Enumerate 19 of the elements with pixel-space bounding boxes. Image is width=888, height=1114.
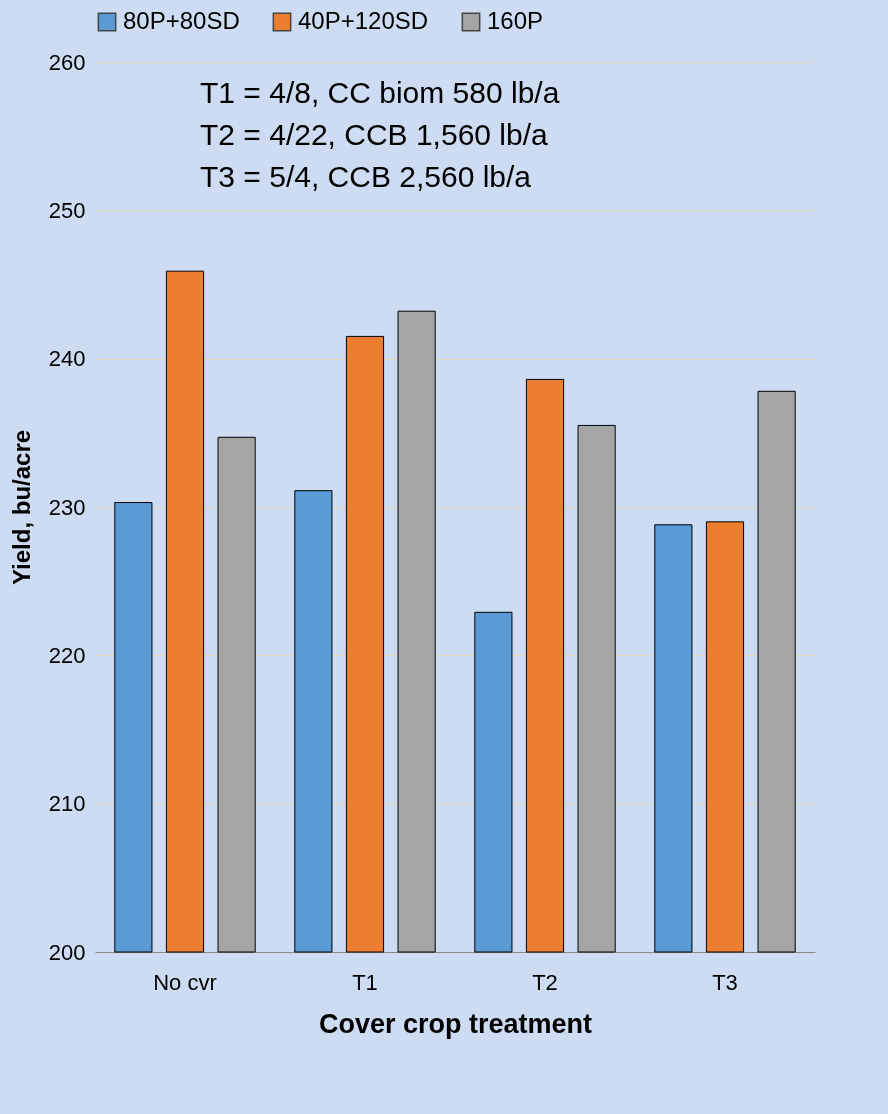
legend-label: 160P <box>487 7 544 34</box>
y-tick-label: 200 <box>48 939 86 965</box>
x-tick-label: T2 <box>532 969 558 995</box>
x-tick-label: T1 <box>352 969 378 995</box>
legend-label: 80P+80SD <box>123 7 240 34</box>
y-tick-label: 250 <box>48 197 86 223</box>
legend-label: 40P+120SD <box>298 7 429 34</box>
annotation: T2 = 4/22, CCB 1,560 lb/a <box>200 118 549 151</box>
y-tick-label: 240 <box>48 346 86 372</box>
x-tick-label: No cvr <box>153 969 217 995</box>
annotation: T1 = 4/8, CC biom 580 lb/a <box>200 76 560 109</box>
x-axis-title: Cover crop treatment <box>318 1008 593 1039</box>
y-tick-label: 260 <box>48 49 86 75</box>
x-tick-label: T3 <box>712 969 738 995</box>
y-axis-title: Yield, bu/acre <box>7 429 35 586</box>
y-tick-label: 230 <box>48 494 86 520</box>
y-tick-label: 220 <box>48 642 86 668</box>
y-tick-label: 210 <box>48 791 86 817</box>
annotation: T3 = 5/4, CCB 2,560 lb/a <box>200 160 532 193</box>
